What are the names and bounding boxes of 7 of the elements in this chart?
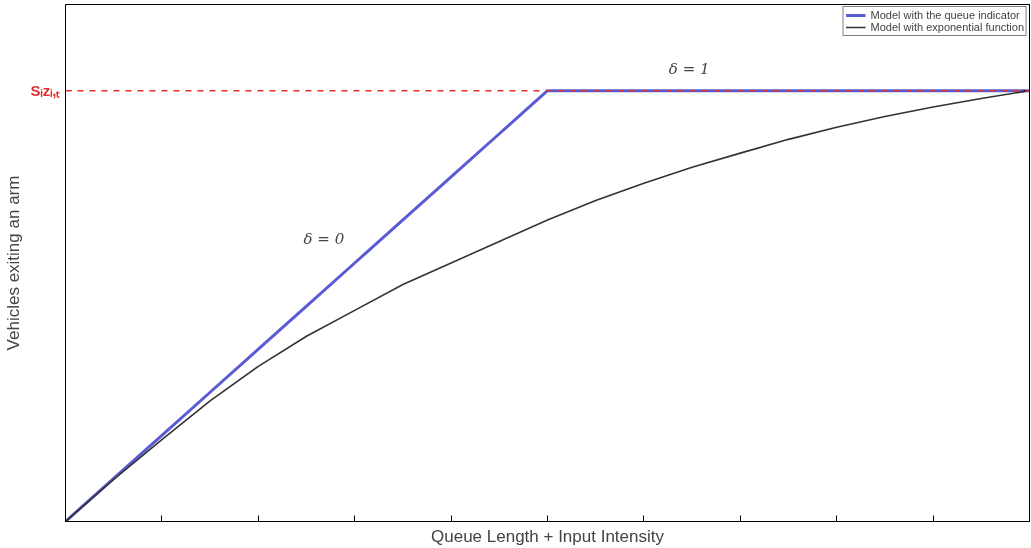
text: δ = 1 [668, 60, 710, 79]
annotation: δ = 0 [303, 230, 345, 249]
legend-label: Model with the queue indicator [870, 9, 1020, 21]
x-axis-title: Queue Length + Input Intensity [431, 526, 665, 546]
legend-label: Model with exponential function [870, 21, 1024, 33]
y-axis-title: Vehicles exiting an arm [3, 175, 23, 351]
ref-line-label: Sᵢzᵢ,ₜ [30, 82, 61, 100]
